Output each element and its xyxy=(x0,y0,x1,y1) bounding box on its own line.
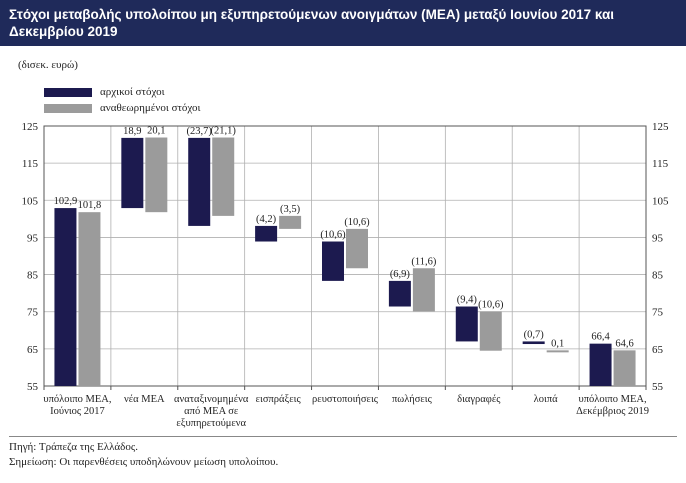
bar-initial-4 xyxy=(322,241,344,281)
bar-initial-6 xyxy=(455,306,478,342)
y-tick-label-left: 85 xyxy=(27,270,39,282)
x-category-label-3: εισπράξεις xyxy=(256,394,302,405)
footnote: Σημείωση: Οι παρενθέσεις υποδηλώνουν μεί… xyxy=(9,456,279,468)
y-tick-label-left: 115 xyxy=(22,158,39,170)
x-category-label-5: πωλήσεις xyxy=(392,394,433,405)
data-label-initial-5: (6,9) xyxy=(390,269,411,280)
x-category-label-1: νέα ΜΕΑ xyxy=(124,394,165,405)
bar-revised-2 xyxy=(212,137,235,216)
y-tick-label-left: 65 xyxy=(27,344,39,356)
title-bar: Στόχοι μεταβολής υπολοίπου μη εξυπηρετού… xyxy=(0,0,686,46)
data-label-initial-2: (23,7) xyxy=(187,126,213,137)
x-category-label-0: υπόλοιπο ΜΕΑ, xyxy=(43,394,111,405)
y-tick-label-right: 55 xyxy=(652,381,664,393)
x-category-label-2: από ΜΕΑ σε xyxy=(184,406,239,417)
data-label-initial-4: (10,6) xyxy=(320,230,346,241)
data-label-revised-1: 20,1 xyxy=(147,126,165,137)
x-category-label-6: διαγραφές xyxy=(457,394,501,405)
bar-initial-3 xyxy=(255,225,278,242)
y-tick-label-right: 105 xyxy=(652,195,669,207)
bar-revised-8 xyxy=(613,350,636,386)
data-label-initial-3: (4,2) xyxy=(256,214,277,225)
plot-frame xyxy=(43,125,647,387)
bar-initial-7 xyxy=(522,341,545,345)
x-category-label-7: λοιπά xyxy=(534,394,558,405)
bar-revised-4 xyxy=(346,228,368,269)
y-tick-label-left: 55 xyxy=(27,381,39,393)
source-note: Πηγή: Τράπεζα της Ελλάδος. xyxy=(9,441,138,453)
y-tick-label-right: 75 xyxy=(652,307,664,319)
x-category-label-2: εξυπηρετούμενα xyxy=(176,418,246,429)
y-tick-label-left: 95 xyxy=(27,232,39,244)
bar-revised-6 xyxy=(479,311,502,351)
bar-revised-3 xyxy=(279,215,302,229)
data-label-revised-3: (3,5) xyxy=(280,204,301,215)
x-category-label-8: υπόλοιπο ΜΕΑ, xyxy=(579,394,647,405)
data-label-revised-4: (10,6) xyxy=(344,217,370,228)
y-tick-label-left: 75 xyxy=(27,307,39,319)
x-category-label-4: ρευστοποιήσεις xyxy=(312,394,379,405)
y-tick-label-right: 65 xyxy=(652,344,664,356)
legend-swatch-revised xyxy=(44,104,92,113)
bar-initial-0 xyxy=(54,208,77,386)
bar-initial-8 xyxy=(589,343,612,386)
y-tick-label-right: 125 xyxy=(652,121,669,133)
data-label-revised-7: 0,1 xyxy=(551,338,564,349)
bar-revised-5 xyxy=(412,268,435,312)
legend-label-initial: αρχικοί στόχοι xyxy=(100,86,165,98)
y-tick-label-right: 115 xyxy=(652,158,669,170)
y-tick-label-left: 105 xyxy=(22,195,39,207)
bar-initial-2 xyxy=(188,137,211,226)
bar-initial-1 xyxy=(121,137,144,209)
data-label-revised-0: 101,8 xyxy=(78,200,102,211)
chart-title: Στόχοι μεταβολής υπολοίπου μη εξυπηρετού… xyxy=(9,7,615,39)
y-tick-label-right: 85 xyxy=(652,270,664,282)
bar-initial-5 xyxy=(388,280,411,307)
legend-swatch-initial xyxy=(44,88,92,97)
legend-label-revised: αναθεωρημένοι στόχοι xyxy=(100,102,201,114)
x-category-label-0: Ιούνιος 2017 xyxy=(50,406,105,417)
bar-revised-0 xyxy=(78,212,101,386)
data-label-initial-8: 66,4 xyxy=(591,332,610,343)
y-tick-label-left: 125 xyxy=(22,121,39,133)
waterfall-chart: 55 55 65 65 75 75 85 85 95 95 105 105 115 115 125 125 10… xyxy=(22,121,670,429)
x-category-label-8: Δεκέμβριος 2019 xyxy=(576,406,649,417)
unit-label: (δισεκ. ευρώ) xyxy=(18,59,78,71)
bar-revised-1 xyxy=(145,137,168,213)
data-label-initial-0: 102,9 xyxy=(54,196,78,207)
data-label-revised-2: (21,1) xyxy=(211,126,237,137)
y-tick-label-right: 95 xyxy=(652,232,664,244)
data-label-initial-6: (9,4) xyxy=(457,295,478,306)
bar-revised-7 xyxy=(546,350,569,353)
data-label-revised-6: (10,6) xyxy=(478,299,504,310)
x-category-label-2: αναταξινομημένα xyxy=(174,394,249,405)
data-label-revised-8: 64,6 xyxy=(615,338,633,349)
data-label-initial-1: 18,9 xyxy=(123,126,141,137)
data-label-initial-7: (0,7) xyxy=(524,329,545,340)
footer-divider xyxy=(9,436,677,437)
data-label-revised-5: (11,6) xyxy=(411,256,436,267)
